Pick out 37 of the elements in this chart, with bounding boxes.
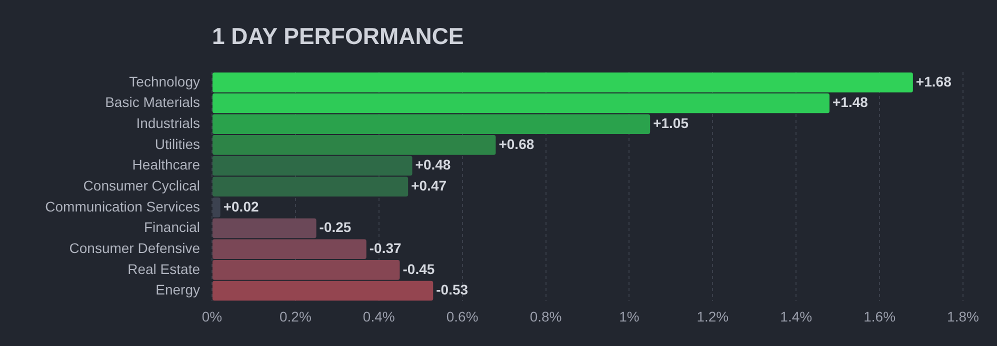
data-label: -0.37: [369, 240, 402, 256]
x-tick-label: 0.6%: [446, 308, 478, 324]
data-label: +1.68: [916, 73, 952, 90]
x-tick-label: 0.4%: [362, 308, 395, 324]
data-label: +0.48: [415, 156, 451, 173]
x-tick-label: 0%: [202, 308, 222, 324]
y-tick-label: Energy: [156, 282, 200, 298]
bar: [212, 218, 316, 238]
x-tick-label: 1.2%: [696, 308, 729, 324]
data-label: -0.45: [402, 260, 435, 277]
y-tick-label: Technology: [129, 73, 200, 90]
y-tick-label: Real Estate: [128, 260, 200, 277]
y-tick-label: Financial: [144, 219, 200, 236]
data-label: +0.68: [498, 136, 534, 152]
data-label: +0.47: [411, 177, 447, 194]
data-label: -0.25: [319, 219, 352, 236]
x-tick-label: 1.6%: [864, 308, 896, 324]
y-tick-label: Utilities: [154, 136, 200, 152]
chart-title: 1 DAY PERFORMANCE: [212, 23, 464, 49]
x-tick-label: 1.4%: [780, 308, 812, 324]
data-label: +1.05: [653, 114, 689, 131]
x-tick-label: 1%: [619, 308, 640, 324]
x-tick-label: 1.8%: [947, 308, 979, 324]
x-tick-label: 0.8%: [530, 308, 562, 324]
data-label: +1.48: [832, 94, 868, 110]
y-tick-label: Healthcare: [132, 156, 200, 173]
data-label: +0.02: [223, 198, 259, 214]
data-label: -0.53: [436, 282, 468, 298]
bar: [212, 280, 434, 301]
bar: [212, 114, 650, 134]
y-tick-label: Industrials: [136, 114, 200, 131]
y-tick-label: Basic Materials: [105, 94, 200, 110]
y-tick-label: Communication Services: [45, 198, 200, 214]
x-tick-label: 0.2%: [279, 308, 312, 324]
y-tick-label: Consumer Cyclical: [83, 177, 200, 194]
y-tick-label: Consumer Defensive: [69, 240, 200, 256]
bar: [212, 135, 496, 155]
